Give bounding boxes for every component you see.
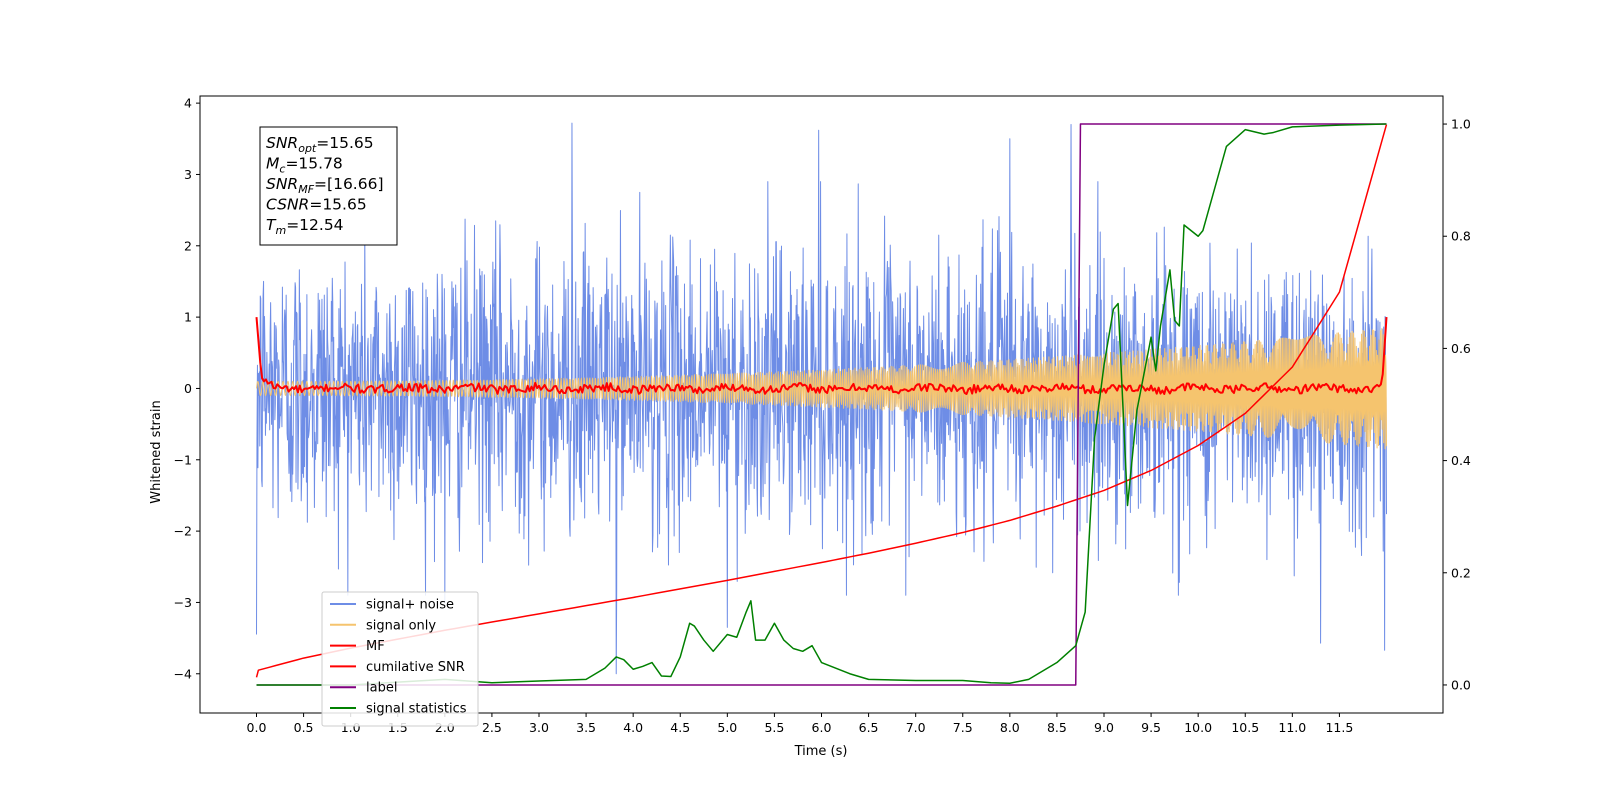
x-tick-label: 0.0 <box>247 720 267 735</box>
x-tick-label: 6.5 <box>859 720 879 735</box>
y-tick-label: 4 <box>184 96 192 111</box>
x-tick-label: 4.0 <box>623 720 643 735</box>
y2-tick-label: 0.2 <box>1451 565 1471 580</box>
x-tick-label: 6.0 <box>812 720 832 735</box>
x-tick-label: 7.0 <box>906 720 926 735</box>
y-tick-label: −3 <box>174 595 192 610</box>
stats-annotation-box: SNRopt=15.65Mc=15.78SNRMF=[16.66]CSNR=15… <box>259 126 398 246</box>
y2-tick-label: 0.4 <box>1451 453 1471 468</box>
x-tick-label: 2.5 <box>482 720 502 735</box>
x-tick-label: 11.0 <box>1278 720 1306 735</box>
y2-tick-label: 0.6 <box>1451 341 1471 356</box>
legend-label: cumilative SNR <box>366 660 465 675</box>
series-label <box>256 123 1387 686</box>
stats-annotation-line: CSNR=15.65 <box>266 196 367 214</box>
x-tick-label: 9.0 <box>1094 720 1114 735</box>
x-tick-label: 0.5 <box>294 720 314 735</box>
stats-annotation-frame <box>259 126 398 246</box>
y-axis-left: −4 −3 −2 −1 0 1 2 3 4 <box>174 96 200 681</box>
stats-annotation-line: SNRMF=[16.66] <box>266 175 384 196</box>
legend-label: signal only <box>366 618 436 633</box>
x-axis-title: Time (s) <box>794 744 848 759</box>
x-tick-label: 8.0 <box>1000 720 1020 735</box>
x-tick-label: 7.5 <box>953 720 973 735</box>
y2-tick-label: 0.8 <box>1451 229 1471 244</box>
legend-label: MF <box>366 639 385 654</box>
x-tick-label: 8.5 <box>1047 720 1067 735</box>
y2-tick-label: 1.0 <box>1451 117 1471 132</box>
legend-label: label <box>366 681 397 696</box>
y-tick-label: 3 <box>184 167 192 182</box>
x-tick-label: 5.0 <box>717 720 737 735</box>
x-tick-label: 10.0 <box>1184 720 1212 735</box>
y-axis-right: 0.0 0.2 0.4 0.6 0.8 1.0 <box>1443 117 1471 692</box>
x-tick-label: 10.5 <box>1231 720 1259 735</box>
y-tick-label: −4 <box>174 666 192 681</box>
y-tick-label: −2 <box>174 524 192 539</box>
x-tick-label: 5.5 <box>764 720 784 735</box>
series-signal-statistics <box>256 123 1387 686</box>
stats-annotation-line: Tm=12.54 <box>266 216 344 237</box>
series-mf <box>255 317 1388 396</box>
legend-label: signal statistics <box>366 702 467 717</box>
x-tick-label: 9.5 <box>1141 720 1161 735</box>
y-tick-label: 2 <box>184 238 192 253</box>
legend-label: signal+ noise <box>366 598 454 613</box>
x-tick-label: 4.5 <box>670 720 690 735</box>
y-tick-label: 1 <box>184 310 192 325</box>
y-tick-label: −1 <box>174 452 192 467</box>
stats-annotation-line: Mc=15.78 <box>266 155 343 176</box>
x-tick-label: 3.5 <box>576 720 596 735</box>
y2-tick-label: 0.0 <box>1451 677 1471 692</box>
stats-annotation-line: SNRopt=15.65 <box>266 134 374 155</box>
y-tick-label: 0 <box>184 381 192 396</box>
legend-frame <box>321 591 479 727</box>
x-tick-label: 11.5 <box>1325 720 1353 735</box>
y-axis-title: Whitened strain <box>149 400 164 503</box>
x-tick-label: 3.0 <box>529 720 549 735</box>
legend: signal+ noise signal only MF cumilative SNR… <box>321 591 479 727</box>
